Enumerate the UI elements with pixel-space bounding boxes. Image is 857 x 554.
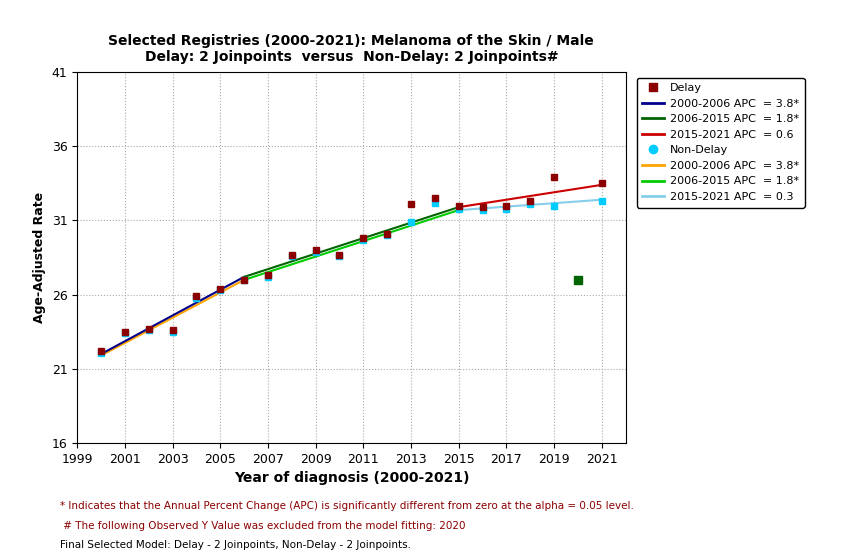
Legend: Delay, 2000-2006 APC  = 3.8*, 2006-2015 APC  = 1.8*, 2015-2021 APC  = 0.6, Non-D: Delay, 2000-2006 APC = 3.8*, 2006-2015 A… [637,78,805,208]
Title: Selected Registries (2000-2021): Melanoma of the Skin / Male
Delay: 2 Joinpoints: Selected Registries (2000-2021): Melanom… [109,34,594,64]
Y-axis label: Age-Adjusted Rate: Age-Adjusted Rate [33,192,46,323]
X-axis label: Year of diagnosis (2000-2021): Year of diagnosis (2000-2021) [234,471,469,485]
Text: Final Selected Model: Delay - 2 Joinpoints, Non-Delay - 2 Joinpoints.: Final Selected Model: Delay - 2 Joinpoin… [60,540,411,550]
Text: # The following Observed Y Value was excluded from the model fitting: 2020: # The following Observed Y Value was exc… [60,521,465,531]
Text: * Indicates that the Annual Percent Change (APC) is significantly different from: * Indicates that the Annual Percent Chan… [60,501,634,511]
